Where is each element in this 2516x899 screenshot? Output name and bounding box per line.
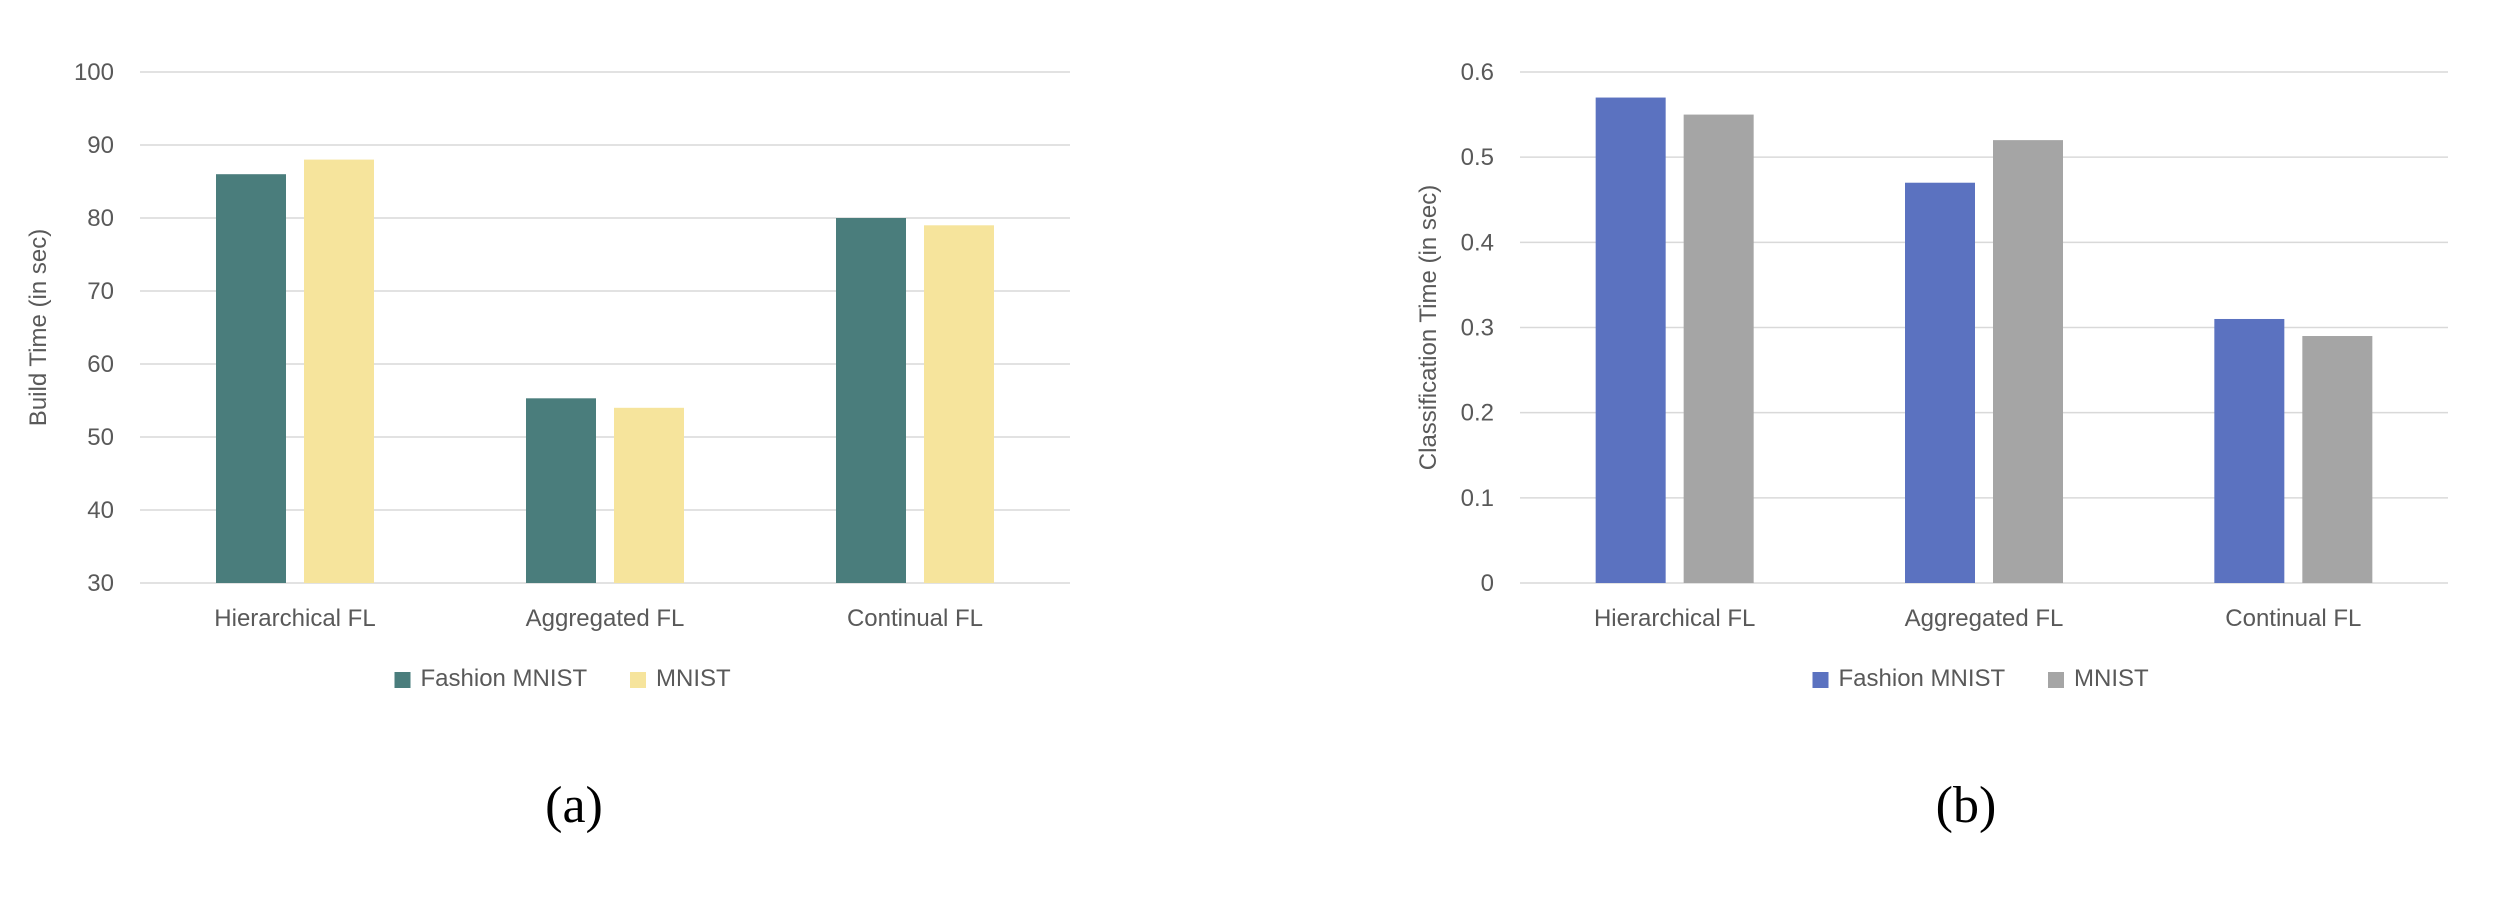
- y-tick-label: 60: [87, 351, 114, 378]
- bar-mnist-aggregated-fl: [1993, 140, 2063, 583]
- legend-swatch: [630, 672, 646, 688]
- x-category-label: Continual FL: [2225, 605, 2361, 632]
- bar-mnist-continual-fl: [924, 225, 994, 584]
- panel-caption: (b): [1936, 777, 1997, 834]
- bar-fashion-mnist-aggregated-fl: [526, 398, 596, 583]
- y-tick-label: 0.1: [1461, 485, 1494, 512]
- legend-label: MNIST: [656, 665, 731, 692]
- y-tick-label: 0.4: [1461, 229, 1494, 256]
- x-category-label: Aggregated FL: [1905, 605, 2064, 632]
- y-tick-label: 70: [87, 278, 114, 305]
- bar-fashion-mnist-continual-fl: [836, 218, 906, 583]
- legend-swatch: [1812, 672, 1829, 688]
- chart-panel-b: 0 0.1 0.2 0.3 0.4 0.5 0.6 Classification Time (…: [1258, 0, 2516, 899]
- x-category-label: Continual FL: [847, 605, 983, 632]
- panel-caption: (a): [545, 777, 603, 834]
- y-axis-title: Build Time (in sec): [25, 229, 52, 426]
- legend-label: Fashion MNIST: [1839, 665, 2006, 692]
- y-tick-label: 0.2: [1461, 400, 1494, 427]
- y-tick-label: 90: [87, 132, 114, 159]
- y-tick-label: 0: [1481, 570, 1494, 597]
- legend-label: Fashion MNIST: [421, 665, 588, 692]
- legend-swatch: [2048, 672, 2064, 688]
- x-category-label: Hierarchical FL: [1594, 605, 1755, 632]
- y-tick-label: 0.6: [1461, 59, 1494, 86]
- y-tick-label: 0.5: [1461, 144, 1494, 171]
- y-tick-label: 30: [87, 570, 114, 597]
- y-tick-label: 0.3: [1461, 315, 1494, 342]
- bar-mnist-aggregated-fl: [614, 407, 684, 583]
- bar-fashion-mnist-hierarchical-fl: [216, 174, 286, 583]
- chart-b-svg: 0 0.1 0.2 0.3 0.4 0.5 0.6 Classification Time (…: [1415, 59, 2448, 834]
- bar-mnist-hierarchical-fl: [1683, 114, 1754, 583]
- bar-fashion-mnist-continual-fl: [2214, 318, 2285, 583]
- y-tick-label: 80: [87, 205, 114, 232]
- bar-fashion-mnist-aggregated-fl: [1905, 182, 1975, 583]
- chart-a-svg: 30 40 50 60 70 80 90 100 Build Time (in sec) Hier…: [25, 59, 1070, 834]
- y-tick-label: 40: [87, 497, 114, 524]
- x-category-label: Aggregated FL: [526, 605, 685, 632]
- bar-mnist-continual-fl: [2302, 336, 2373, 583]
- bar-mnist-hierarchical-fl: [304, 159, 374, 583]
- legend-swatch: [394, 672, 411, 688]
- chart-panel-a: 30 40 50 60 70 80 90 100 Build Time (in sec) Hier…: [25, 59, 1070, 834]
- bar-fashion-mnist-hierarchical-fl: [1595, 97, 1666, 584]
- x-category-label: Hierarchical FL: [214, 605, 375, 632]
- y-axis-title: Classification Time (in sec): [1415, 185, 1442, 470]
- y-tick-label: 100: [74, 59, 114, 86]
- y-tick-label: 50: [87, 424, 114, 451]
- legend-label: MNIST: [2074, 665, 2149, 692]
